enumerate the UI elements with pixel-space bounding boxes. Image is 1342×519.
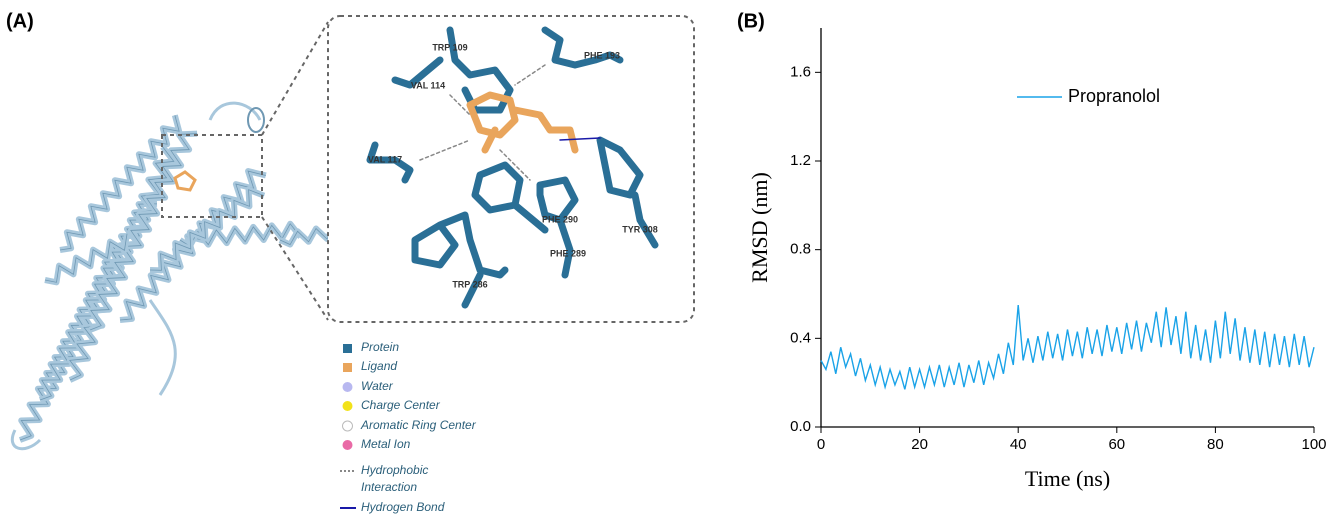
legend-label: Water (361, 379, 394, 393)
panel-label: (A) (6, 10, 34, 32)
residue-label: TYR 308 (622, 224, 658, 234)
y-tick-label: 0.8 (790, 241, 811, 258)
legend-line: Interaction (361, 480, 417, 494)
residue-label: PHE 193 (584, 50, 620, 60)
y-tick-label: 0.4 (790, 329, 811, 346)
legend-label: Hydrogen Bond (361, 500, 445, 514)
legend-label: Propranolol (1068, 86, 1160, 106)
legend-symbol (343, 344, 352, 353)
legend-symbol (342, 440, 353, 450)
y-tick-label: 1.2 (790, 152, 811, 169)
legend-symbol (342, 401, 353, 411)
x-axis-title: Time (ns) (1025, 466, 1110, 491)
legend-line: Hydrophobic (361, 463, 428, 477)
x-tick-label: 60 (1108, 436, 1125, 453)
legend-label: Aromatic Ring Center (360, 418, 477, 432)
residue-label: TRP 286 (452, 279, 487, 289)
zoom-connector (261, 21, 329, 136)
zoom-box (161, 134, 263, 218)
loop (10, 101, 262, 451)
y-tick-label: 1.6 (790, 63, 811, 80)
panel-label: (B) (737, 10, 765, 32)
residue-label: TRP 109 (432, 42, 467, 52)
y-axis-title: RMSD (nm) (747, 172, 772, 283)
data-line (820, 305, 1315, 390)
legend-label: Hydrophobic Interaction (361, 463, 428, 494)
legend-label: Protein (361, 340, 399, 354)
helix-edge (89, 133, 198, 331)
residue-label: VAL 114 (411, 80, 445, 90)
legend-label: Metal Ion (361, 437, 411, 451)
ligand (173, 170, 197, 192)
binding-site (366, 26, 659, 309)
helix-edge (19, 246, 124, 441)
legend-symbol (342, 382, 353, 392)
x-tick-label: 0 (817, 436, 825, 453)
legend-symbol (342, 420, 353, 432)
y-tick-label: 0.0 (790, 418, 811, 435)
helix (149, 186, 266, 274)
helix-edge (44, 233, 128, 283)
helix-end (247, 107, 265, 133)
legend-label: Ligand (361, 359, 397, 373)
legend-symbol (343, 363, 352, 372)
helix-edge (149, 189, 265, 271)
residue-label: VAL 117 (368, 154, 402, 164)
x-tick-label: 20 (911, 436, 928, 453)
x-tick-label: 100 (1301, 436, 1326, 453)
legend-label: Charge Center (361, 398, 441, 412)
residue-label: PHE 290 (542, 214, 578, 224)
residue-label: PHE 289 (550, 248, 586, 258)
x-tick-label: 80 (1207, 436, 1224, 453)
x-tick-label: 40 (1010, 436, 1027, 453)
